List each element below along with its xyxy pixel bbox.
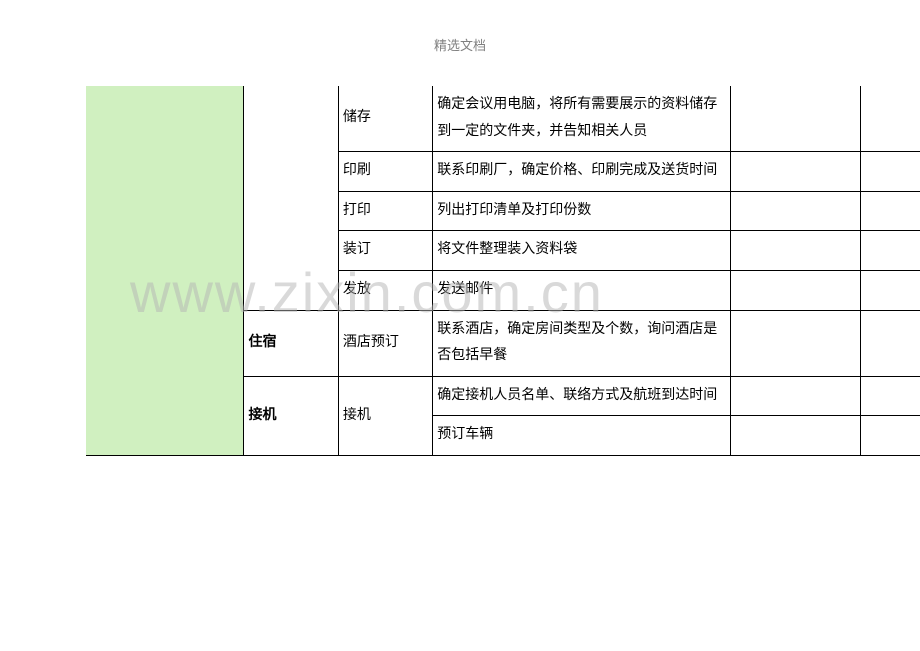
empty-cell: [730, 310, 860, 376]
schedule-table: 储存 确定会议用电脑，将所有需要展示的资料储存到一定的文件夹，并告知相关人员 印…: [86, 86, 920, 456]
empty-cell: [730, 231, 860, 271]
task-cell: 接机: [338, 376, 432, 455]
desc-cell: 确定会议用电脑，将所有需要展示的资料储存到一定的文件夹，并告知相关人员: [433, 86, 730, 152]
empty-cell: [730, 191, 860, 231]
green-sidebar-cell: [86, 86, 244, 455]
empty-cell: [860, 310, 920, 376]
category-cell: 接机: [244, 376, 338, 455]
desc-cell: 联系印刷厂，确定价格、印刷完成及送货时间: [433, 152, 730, 192]
category-cell-empty: [244, 86, 338, 310]
task-cell: 打印: [338, 191, 432, 231]
empty-cell: [730, 86, 860, 152]
empty-cell: [860, 376, 920, 416]
desc-cell: 将文件整理装入资料袋: [433, 231, 730, 271]
desc-cell: 确定接机人员名单、联络方式及航班到达时间: [433, 376, 730, 416]
page-header: 精选文档: [0, 0, 920, 74]
empty-cell: [730, 152, 860, 192]
empty-cell: [730, 416, 860, 456]
desc-cell: 发送邮件: [433, 270, 730, 310]
empty-cell: [860, 191, 920, 231]
task-cell: 酒店预订: [338, 310, 432, 376]
task-cell: 储存: [338, 86, 432, 152]
category-cell: 住宿: [244, 310, 338, 376]
task-cell: 装订: [338, 231, 432, 271]
empty-cell: [860, 231, 920, 271]
empty-cell: [730, 270, 860, 310]
empty-cell: [730, 376, 860, 416]
empty-cell: [860, 270, 920, 310]
task-cell: 发放: [338, 270, 432, 310]
desc-cell: 列出打印清单及打印份数: [433, 191, 730, 231]
desc-cell: 预订车辆: [433, 416, 730, 456]
document-table-container: 储存 确定会议用电脑，将所有需要展示的资料储存到一定的文件夹，并告知相关人员 印…: [86, 86, 920, 456]
empty-cell: [860, 416, 920, 456]
table-row: 储存 确定会议用电脑，将所有需要展示的资料储存到一定的文件夹，并告知相关人员: [86, 86, 920, 152]
desc-cell: 联系酒店，确定房间类型及个数，询问酒店是否包括早餐: [433, 310, 730, 376]
task-cell: 印刷: [338, 152, 432, 192]
empty-cell: [860, 86, 920, 152]
empty-cell: [860, 152, 920, 192]
